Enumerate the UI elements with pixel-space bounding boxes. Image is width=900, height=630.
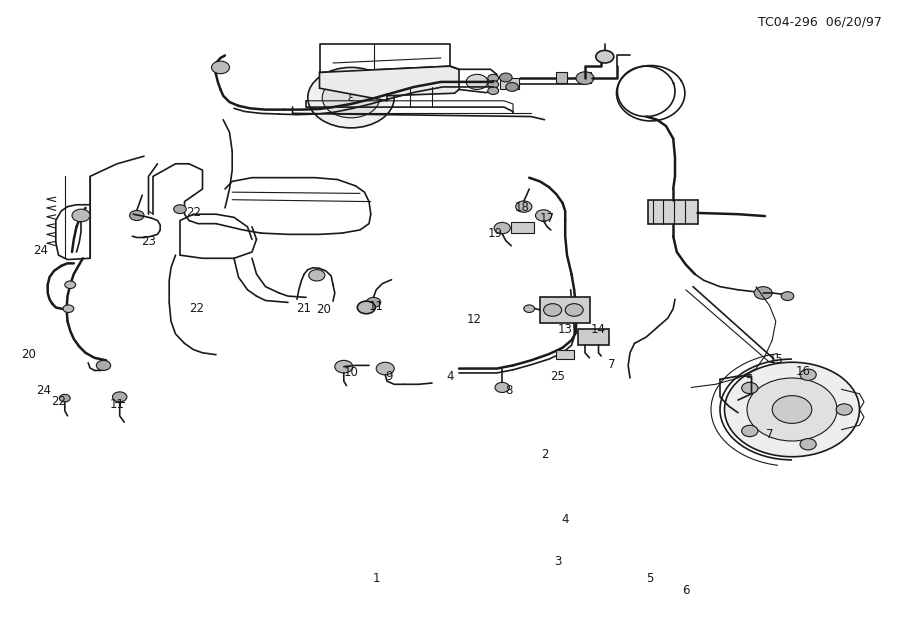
Circle shape xyxy=(130,210,144,220)
Bar xyxy=(500,78,519,89)
Circle shape xyxy=(112,392,127,402)
Circle shape xyxy=(576,72,594,84)
Text: 23: 23 xyxy=(141,235,156,248)
Circle shape xyxy=(836,404,852,415)
Circle shape xyxy=(500,73,512,82)
Text: 7: 7 xyxy=(608,358,616,370)
Text: 22: 22 xyxy=(189,302,203,315)
Bar xyxy=(578,329,609,345)
Text: 1: 1 xyxy=(373,572,380,585)
Text: 6: 6 xyxy=(682,585,689,597)
Text: 24: 24 xyxy=(33,244,48,256)
Circle shape xyxy=(488,81,499,88)
Text: 2: 2 xyxy=(541,449,548,461)
Bar xyxy=(511,222,534,233)
Text: 11: 11 xyxy=(110,398,124,411)
Bar xyxy=(540,297,590,323)
Text: 24: 24 xyxy=(36,384,50,397)
Bar xyxy=(648,200,698,224)
Circle shape xyxy=(772,396,812,423)
Text: 20: 20 xyxy=(22,348,36,361)
Circle shape xyxy=(59,394,70,402)
Text: TC04-296  06/20/97: TC04-296 06/20/97 xyxy=(758,16,882,29)
Circle shape xyxy=(596,50,614,63)
Text: 13: 13 xyxy=(558,323,572,336)
Text: 15: 15 xyxy=(769,353,783,365)
Text: 4: 4 xyxy=(562,513,569,526)
Text: 22: 22 xyxy=(186,207,201,219)
Text: 3: 3 xyxy=(554,556,562,568)
Text: 12: 12 xyxy=(467,313,482,326)
Text: 16: 16 xyxy=(796,365,810,378)
Bar xyxy=(556,72,567,83)
Text: 10: 10 xyxy=(344,367,358,379)
Bar xyxy=(580,72,591,83)
Text: 21: 21 xyxy=(296,302,310,315)
Circle shape xyxy=(366,297,381,307)
Text: 25: 25 xyxy=(551,370,565,382)
Text: 5: 5 xyxy=(646,572,653,585)
Circle shape xyxy=(565,304,583,316)
Circle shape xyxy=(544,304,562,316)
Circle shape xyxy=(724,362,859,457)
Text: 19: 19 xyxy=(488,227,502,239)
Circle shape xyxy=(65,281,76,289)
Text: 22: 22 xyxy=(51,396,66,408)
Circle shape xyxy=(63,305,74,312)
Circle shape xyxy=(524,305,535,312)
Circle shape xyxy=(212,61,230,74)
Circle shape xyxy=(800,438,816,450)
Circle shape xyxy=(495,382,509,392)
Circle shape xyxy=(466,74,488,89)
Bar xyxy=(556,350,574,359)
Circle shape xyxy=(376,362,394,375)
Text: 11: 11 xyxy=(369,301,383,313)
Circle shape xyxy=(72,209,90,222)
Circle shape xyxy=(322,77,380,118)
Text: 7: 7 xyxy=(766,428,773,441)
Circle shape xyxy=(506,83,518,91)
Circle shape xyxy=(754,287,772,299)
Text: 5: 5 xyxy=(745,373,752,386)
Circle shape xyxy=(536,210,552,221)
Text: ε: ε xyxy=(347,91,355,104)
Circle shape xyxy=(335,360,353,373)
Circle shape xyxy=(96,360,111,370)
Circle shape xyxy=(488,87,499,94)
Circle shape xyxy=(309,270,325,281)
Text: 17: 17 xyxy=(540,212,554,225)
Polygon shape xyxy=(320,66,459,101)
Text: 4: 4 xyxy=(446,370,454,382)
Text: 14: 14 xyxy=(591,323,606,336)
Circle shape xyxy=(516,201,532,212)
Circle shape xyxy=(488,74,499,82)
Circle shape xyxy=(308,67,394,128)
Text: 9: 9 xyxy=(385,370,392,383)
Circle shape xyxy=(357,301,375,314)
Circle shape xyxy=(742,382,758,394)
Text: 18: 18 xyxy=(515,202,529,214)
Circle shape xyxy=(747,378,837,441)
Circle shape xyxy=(494,222,510,234)
Text: 8: 8 xyxy=(505,384,512,397)
Circle shape xyxy=(800,369,816,381)
Circle shape xyxy=(174,205,186,214)
Circle shape xyxy=(781,292,794,301)
Circle shape xyxy=(742,425,758,437)
Text: 20: 20 xyxy=(317,304,331,316)
